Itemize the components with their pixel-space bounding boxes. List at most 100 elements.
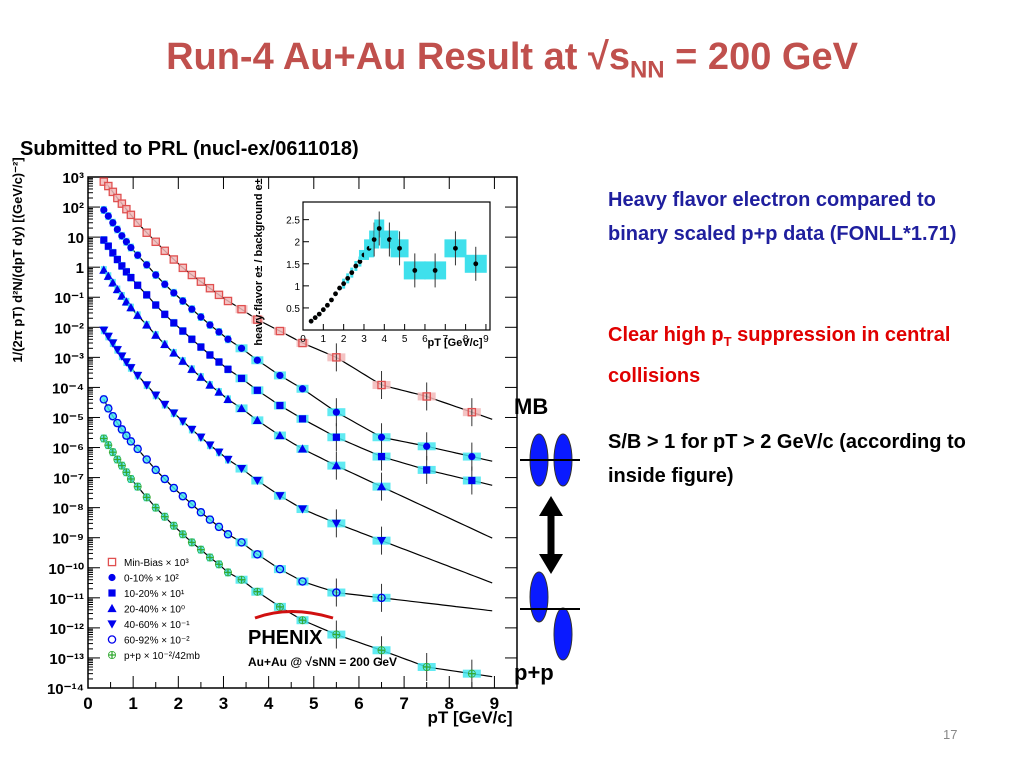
inset-data-point	[349, 270, 355, 276]
systematic-box	[123, 205, 130, 214]
inset-data-point	[353, 263, 359, 269]
inset-data-point	[376, 226, 382, 231]
data-point	[117, 199, 127, 208]
inset-x-tick-label: 0	[300, 334, 306, 345]
y-tick-label: 10⁻¹²	[49, 621, 84, 638]
data-point	[108, 187, 118, 197]
systematic-box	[215, 290, 222, 299]
data-point	[133, 444, 142, 454]
legend-entry: p+p × 10⁻²/42mb	[124, 651, 200, 662]
systematic-box	[273, 565, 286, 574]
data-point	[196, 277, 206, 286]
data-point	[108, 339, 118, 348]
data-point	[214, 522, 224, 532]
data-point	[127, 243, 135, 252]
inset-data-point	[412, 268, 418, 273]
y-tick-label: 1	[76, 260, 84, 277]
data-point	[223, 568, 232, 577]
data-point	[126, 364, 136, 373]
y-tick-label: 10⁻¹¹	[49, 591, 84, 608]
data-point	[104, 441, 113, 450]
systematic-box	[188, 270, 195, 279]
systematic-box	[143, 228, 150, 237]
data-point	[178, 263, 188, 273]
systematic-box	[197, 508, 204, 517]
systematic-box	[161, 246, 168, 255]
systematic-box	[127, 437, 134, 446]
y-tick-label: 10	[67, 230, 84, 247]
data-point	[205, 553, 214, 562]
data-point	[99, 434, 108, 443]
series-3	[99, 265, 391, 501]
systematic-box	[105, 182, 112, 191]
x-tick-label: 8	[445, 694, 454, 713]
double-arrow-icon	[539, 496, 563, 574]
series-6	[99, 434, 481, 688]
data-point	[127, 274, 135, 282]
data-point	[108, 448, 117, 457]
y-tick-label: 10⁻⁹	[52, 531, 84, 548]
data-point	[169, 409, 179, 418]
data-point	[331, 519, 341, 528]
data-point	[297, 444, 308, 453]
phenix-logo-swoosh	[254, 610, 334, 620]
data-point	[179, 297, 187, 305]
nucleus-pp-bottom	[553, 607, 573, 661]
inset-plot-frame	[302, 201, 491, 331]
legend-marker	[107, 635, 117, 644]
data-point	[178, 491, 188, 501]
data-point	[151, 237, 160, 247]
inset-data-point	[397, 245, 402, 251]
y-tick-label: 10²	[62, 200, 84, 217]
data-point	[142, 228, 151, 237]
inset-data-point	[329, 297, 334, 303]
mb-nuclei	[520, 433, 580, 487]
slide-title: Run-4 Au+Au Result at √sNN = 200 GeV	[166, 36, 858, 84]
series-4	[99, 326, 391, 555]
y-tick-label: 10⁻¹	[54, 290, 84, 307]
data-point	[121, 297, 131, 306]
system-label: Au+Au @ √sNN = 200 GeV	[248, 655, 397, 669]
systematic-box	[143, 455, 150, 464]
inset-data-point	[308, 318, 314, 324]
data-point	[422, 392, 431, 401]
systematic-box	[118, 199, 125, 208]
systematic-box	[114, 419, 121, 428]
y-tick-label: 10⁻²	[54, 320, 84, 337]
data-point	[468, 476, 476, 485]
legend-entry: 0-10% × 10²	[124, 574, 179, 585]
data-point	[275, 564, 285, 574]
systematic-box	[118, 425, 125, 434]
inset-y-tick-label: 2.5	[286, 216, 300, 227]
data-point	[252, 476, 262, 486]
data-point	[297, 505, 308, 514]
data-point	[253, 587, 262, 596]
data-point	[142, 320, 152, 329]
systematic-box	[127, 210, 134, 219]
systematic-box	[296, 339, 309, 348]
systematic-box	[105, 404, 112, 413]
systematic-box	[215, 522, 222, 531]
data-point	[126, 474, 135, 483]
data-point	[122, 268, 130, 276]
inset-y-tick-label: 1	[294, 282, 300, 293]
inset-y-tick-label: 2	[294, 238, 300, 249]
x-tick-label: 6	[354, 694, 363, 713]
pp-nuclei	[520, 571, 580, 661]
systematic-box	[152, 465, 159, 474]
data-point	[112, 284, 122, 294]
data-point	[99, 177, 109, 186]
data-point	[122, 204, 131, 214]
systematic-box	[123, 431, 130, 440]
data-point	[205, 515, 215, 524]
data-point	[214, 448, 224, 457]
x-tick-label: 9	[490, 694, 499, 713]
inset-x-tick-label: 9	[483, 334, 489, 345]
legend-entry: 10-20% × 10¹	[124, 589, 185, 600]
data-point	[214, 560, 223, 569]
nucleus-pp-top	[529, 571, 549, 623]
data-point	[298, 338, 307, 348]
data-point	[178, 530, 187, 539]
y-tick-label: 10⁻¹⁴	[47, 681, 84, 698]
systematic-box	[251, 315, 264, 324]
